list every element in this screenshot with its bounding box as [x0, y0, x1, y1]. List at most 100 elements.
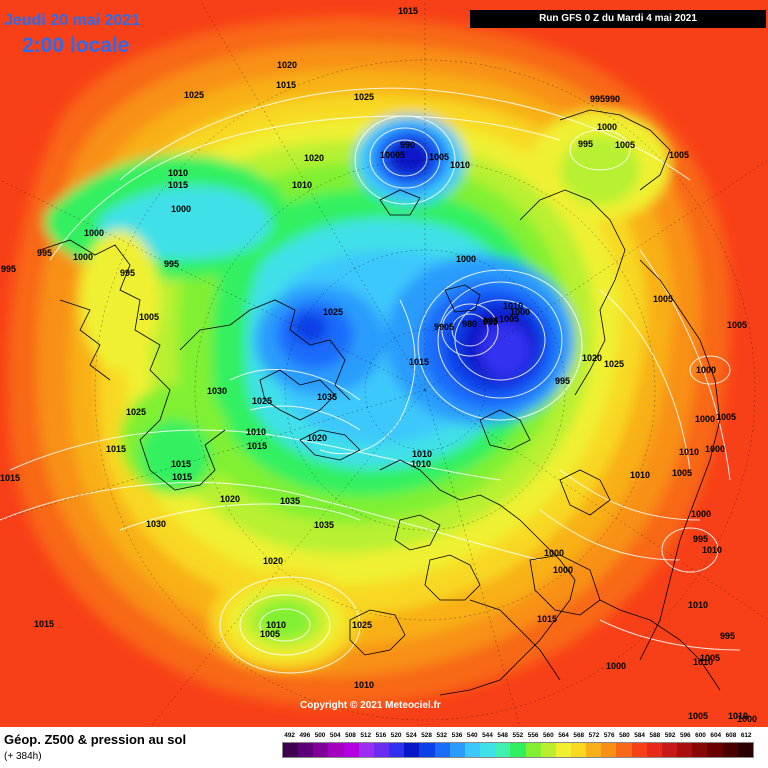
pressure-label: 1005 — [716, 412, 736, 422]
scale-label: 568 — [573, 732, 585, 739]
pressure-label: 1030 — [146, 519, 166, 529]
pressure-label: 1010 — [168, 168, 188, 178]
pressure-label: 9905 — [434, 322, 454, 332]
scale-swatch — [495, 743, 511, 757]
scale-swatch — [540, 743, 556, 757]
pressure-label: 10005 — [380, 150, 405, 160]
pressure-label: 995 — [693, 534, 708, 544]
pressure-label: 995 — [37, 248, 52, 258]
scale-label: 588 — [649, 732, 661, 739]
pressure-label: 1000 — [691, 509, 711, 519]
scale-swatch — [646, 743, 662, 757]
scale-swatch — [328, 743, 344, 757]
pressure-label: 995 — [164, 259, 179, 269]
pressure-label: 995 — [555, 376, 570, 386]
pressure-label: 1015 — [537, 614, 557, 624]
pressure-label: 1025 — [604, 359, 624, 369]
scale-label: 576 — [603, 732, 615, 739]
pressure-label: 1010 — [411, 459, 431, 469]
scale-label: 608 — [725, 732, 737, 739]
scale-swatch — [601, 743, 617, 757]
scale-swatch — [449, 743, 465, 757]
pressure-label: 1000 — [553, 565, 573, 575]
pressure-label: 1005 — [688, 711, 708, 721]
scale-swatch — [692, 743, 708, 757]
pressure-label: 1030 — [207, 386, 227, 396]
pressure-label: 1005 — [672, 468, 692, 478]
scale-swatch — [419, 743, 435, 757]
scale-swatch — [389, 743, 405, 757]
scale-swatch — [510, 743, 526, 757]
scale-swatch — [661, 743, 678, 757]
pressure-label: 1035 — [317, 392, 337, 402]
scale-label: 548 — [497, 732, 508, 739]
pressure-label: 1000 — [84, 228, 104, 238]
pressure-label: 1000 — [171, 204, 191, 214]
scale-swatch — [464, 743, 481, 757]
pressure-label: 1015 — [276, 80, 296, 90]
pressure-label: 1025 — [184, 90, 204, 100]
scale-swatch — [570, 743, 587, 757]
scale-label: 596 — [679, 732, 691, 739]
pressure-label: 1020 — [277, 60, 297, 70]
pressure-label: 990 — [400, 140, 415, 150]
scale-label: 572 — [588, 732, 600, 739]
scale-swatch — [631, 743, 647, 757]
pressure-label: 1025 — [352, 620, 372, 630]
scale-label: 600 — [695, 732, 706, 739]
color-scale: 492 496 500 504 508 512 516 520 524 528 532 536 540 5… — [282, 731, 754, 758]
pressure-label: 995 — [483, 317, 498, 327]
product-title: Géop. Z500 & pression au sol — [4, 732, 187, 747]
pressure-label: 1010 — [630, 470, 650, 480]
scale-swatch — [586, 743, 602, 757]
scale-swatch — [555, 743, 571, 757]
weather-map[interactable]: 1015 1020 1015 1025 1025 995990 1000 995 1005 100… — [0, 0, 768, 727]
pressure-label: 1010 — [728, 711, 748, 721]
pressure-label: 1005 — [139, 312, 159, 322]
scale-label: 528 — [421, 732, 432, 739]
geopotential-field — [7, 17, 731, 707]
pressure-label: 995 — [578, 139, 593, 149]
scale-label: 612 — [740, 732, 752, 739]
pressure-label: 1000 — [737, 714, 757, 724]
scale-label: 544 — [482, 732, 493, 739]
pressure-label: 995990 — [590, 94, 620, 104]
scale-label: 552 — [512, 732, 524, 739]
pressure-label: 1000 — [597, 122, 617, 132]
pressure-label: 1010 — [354, 680, 374, 690]
isobar-lines — [0, 87, 741, 674]
pressure-label: 1005 — [429, 152, 449, 162]
scale-swatch — [358, 743, 374, 757]
scale-swatch — [298, 743, 314, 757]
scale-label: 604 — [710, 732, 722, 739]
pressure-label: 1005 — [700, 653, 720, 663]
pressure-label: 1010 — [412, 449, 432, 459]
scale-colors — [282, 742, 754, 758]
pressure-label: 995 — [120, 268, 135, 278]
pressure-label: 1000 — [695, 414, 715, 424]
pressure-label: 1020 — [220, 494, 240, 504]
pressure-label: 1005 — [669, 150, 689, 160]
pressure-label: 1010 — [693, 657, 713, 667]
scale-swatch — [434, 743, 450, 757]
pressure-label: 1025 — [323, 307, 343, 317]
scale-swatch — [373, 743, 390, 757]
scale-label: 504 — [329, 732, 341, 739]
pressure-label: 980 — [462, 319, 477, 329]
run-info: Run GFS 0 Z du Mardi 4 mai 2021 — [470, 10, 766, 28]
scale-swatch — [480, 743, 496, 757]
scale-label: 540 — [466, 732, 478, 739]
pressure-label: 1025 — [354, 92, 374, 102]
scale-label: 520 — [390, 732, 402, 739]
pressure-label: 995 — [483, 316, 498, 326]
scale-label: 580 — [619, 732, 630, 739]
scale-swatch — [343, 743, 359, 757]
pressure-label: 1005 — [499, 314, 519, 324]
scale-label: 524 — [406, 732, 417, 739]
pressure-label: 1005 — [260, 629, 280, 639]
pressure-label: 1015 — [171, 459, 191, 469]
pressure-label: 995 — [720, 631, 735, 641]
pressure-label: 1020 — [304, 153, 324, 163]
scale-label: 556 — [527, 732, 539, 739]
